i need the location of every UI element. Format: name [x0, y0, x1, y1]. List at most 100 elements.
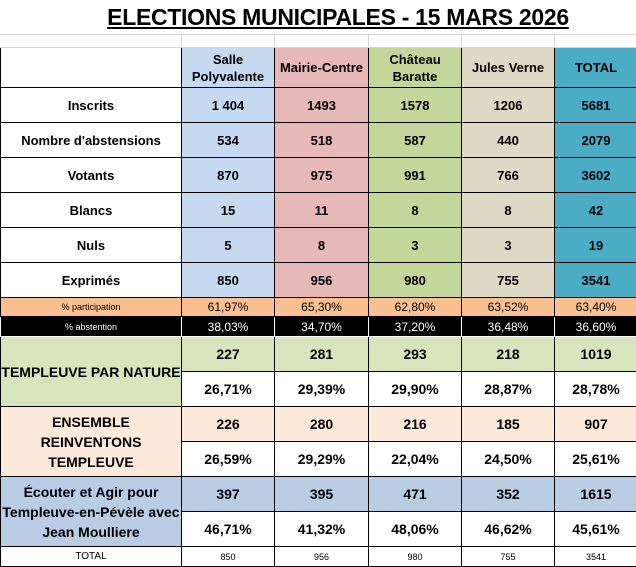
- party-votes-cell[interactable]: 397: [181, 476, 275, 512]
- party-votes-cell[interactable]: 280: [274, 406, 369, 442]
- party-votes-cell[interactable]: 218: [461, 336, 555, 372]
- party-votes-cell[interactable]: 395: [274, 476, 369, 512]
- party-votes-cell[interactable]: 471: [368, 476, 462, 512]
- abstention-cell[interactable]: 36,60%: [554, 316, 636, 337]
- total-cell[interactable]: 980: [368, 546, 462, 567]
- party-votes-cell[interactable]: 185: [461, 406, 555, 442]
- total-cell[interactable]: 3541: [554, 546, 636, 567]
- party-percent-cell[interactable]: 25,61%: [554, 441, 636, 477]
- abstention-cell[interactable]: 37,20%: [368, 316, 462, 337]
- value-cell[interactable]: 587: [368, 122, 462, 158]
- value-cell[interactable]: 1206: [461, 87, 555, 123]
- value-cell[interactable]: 42: [554, 192, 636, 228]
- value-cell[interactable]: 766: [461, 157, 555, 193]
- party-votes-cell[interactable]: 226: [181, 406, 275, 442]
- value-cell[interactable]: 11: [274, 192, 369, 228]
- party-votes-cell[interactable]: 907: [554, 406, 636, 442]
- value-cell[interactable]: 5681: [554, 87, 636, 123]
- party-percent-cell[interactable]: 29,90%: [368, 371, 462, 407]
- value-cell[interactable]: 15: [181, 192, 275, 228]
- party-percent-cell[interactable]: 29,39%: [274, 371, 369, 407]
- party-percent-cell[interactable]: 28,87%: [461, 371, 555, 407]
- value-cell[interactable]: 1578: [368, 87, 462, 123]
- party-percent-cell[interactable]: 45,61%: [554, 511, 636, 547]
- party-votes-cell[interactable]: 352: [461, 476, 555, 512]
- party-percent-cell[interactable]: 22,04%: [368, 441, 462, 477]
- party-name[interactable]: Écouter et Agir pour Templeuve-en-Pévèle…: [0, 476, 182, 547]
- cell[interactable]: [554, 35, 636, 48]
- header-empty-cell[interactable]: [0, 47, 182, 88]
- party-votes-cell[interactable]: 1615: [554, 476, 636, 512]
- value-cell[interactable]: 850: [181, 262, 275, 298]
- value-cell[interactable]: 8: [461, 192, 555, 228]
- value-cell[interactable]: 755: [461, 262, 555, 298]
- header-chateau-baratte[interactable]: Château Baratte: [368, 47, 462, 88]
- party-votes-cell[interactable]: 1019: [554, 336, 636, 372]
- participation-cell[interactable]: 62,80%: [368, 297, 462, 317]
- results-table: Salle Polyvalente Mairie-Centre Château …: [0, 35, 636, 567]
- value-cell[interactable]: 956: [274, 262, 369, 298]
- row-label[interactable]: Votants: [0, 157, 182, 193]
- header-salle-polyvalente[interactable]: Salle Polyvalente: [181, 47, 275, 88]
- cell[interactable]: [181, 35, 275, 48]
- party-percent-cell[interactable]: 26,59%: [181, 441, 275, 477]
- value-cell[interactable]: 8: [368, 192, 462, 228]
- row-label[interactable]: Nuls: [0, 227, 182, 263]
- value-cell[interactable]: 3602: [554, 157, 636, 193]
- party-percent-cell[interactable]: 29,29%: [274, 441, 369, 477]
- value-cell[interactable]: 1493: [274, 87, 369, 123]
- value-cell[interactable]: 8: [274, 227, 369, 263]
- participation-cell[interactable]: 65,30%: [274, 297, 369, 317]
- party-percent-cell[interactable]: 26,71%: [181, 371, 275, 407]
- value-cell[interactable]: 19: [554, 227, 636, 263]
- participation-cell[interactable]: 61,97%: [181, 297, 275, 317]
- party-votes-cell[interactable]: 293: [368, 336, 462, 372]
- value-cell[interactable]: 440: [461, 122, 555, 158]
- value-cell[interactable]: 3: [461, 227, 555, 263]
- party-name[interactable]: TEMPLEUVE PAR NATURE: [0, 336, 182, 407]
- abstention-label[interactable]: % abstention: [0, 316, 182, 337]
- total-cell[interactable]: 956: [274, 546, 369, 567]
- row-label[interactable]: Blancs: [0, 192, 182, 228]
- cell[interactable]: [461, 35, 555, 48]
- party-percent-cell[interactable]: 48,06%: [368, 511, 462, 547]
- party-percent-cell[interactable]: 41,32%: [274, 511, 369, 547]
- participation-label[interactable]: % participation: [0, 297, 182, 317]
- header-total[interactable]: TOTAL: [554, 47, 636, 88]
- row-label[interactable]: Inscrits: [0, 87, 182, 123]
- value-cell[interactable]: 975: [274, 157, 369, 193]
- header-mairie-centre[interactable]: Mairie-Centre: [274, 47, 369, 88]
- value-cell[interactable]: 980: [368, 262, 462, 298]
- cell[interactable]: [368, 35, 462, 48]
- party-votes-cell[interactable]: 281: [274, 336, 369, 372]
- value-cell[interactable]: 991: [368, 157, 462, 193]
- participation-cell[interactable]: 63,40%: [554, 297, 636, 317]
- participation-cell[interactable]: 63,52%: [461, 297, 555, 317]
- value-cell[interactable]: 3541: [554, 262, 636, 298]
- value-cell[interactable]: 870: [181, 157, 275, 193]
- party-name[interactable]: ENSEMBLE REINVENTONS TEMPLEUVE: [0, 406, 182, 477]
- value-cell[interactable]: 5: [181, 227, 275, 263]
- abstention-cell[interactable]: 34,70%: [274, 316, 369, 337]
- total-cell[interactable]: 755: [461, 546, 555, 567]
- value-cell[interactable]: 3: [368, 227, 462, 263]
- party-votes-cell[interactable]: 216: [368, 406, 462, 442]
- total-cell[interactable]: 850: [181, 546, 275, 567]
- value-cell[interactable]: 2079: [554, 122, 636, 158]
- header-jules-verne[interactable]: Jules Verne: [461, 47, 555, 88]
- party-percent-cell[interactable]: 46,71%: [181, 511, 275, 547]
- row-label[interactable]: Exprimés: [0, 262, 182, 298]
- row-label[interactable]: Nombre d'abstensions: [0, 122, 182, 158]
- party-percent-cell[interactable]: 24,50%: [461, 441, 555, 477]
- value-cell[interactable]: 518: [274, 122, 369, 158]
- abstention-cell[interactable]: 36,48%: [461, 316, 555, 337]
- cell[interactable]: [274, 35, 369, 48]
- value-cell[interactable]: 534: [181, 122, 275, 158]
- party-percent-cell[interactable]: 46,62%: [461, 511, 555, 547]
- party-votes-cell[interactable]: 227: [181, 336, 275, 372]
- cell[interactable]: [0, 35, 182, 48]
- total-label[interactable]: TOTAL: [0, 546, 182, 567]
- abstention-cell[interactable]: 38,03%: [181, 316, 275, 337]
- value-cell[interactable]: 1 404: [181, 87, 275, 123]
- party-percent-cell[interactable]: 28,78%: [554, 371, 636, 407]
